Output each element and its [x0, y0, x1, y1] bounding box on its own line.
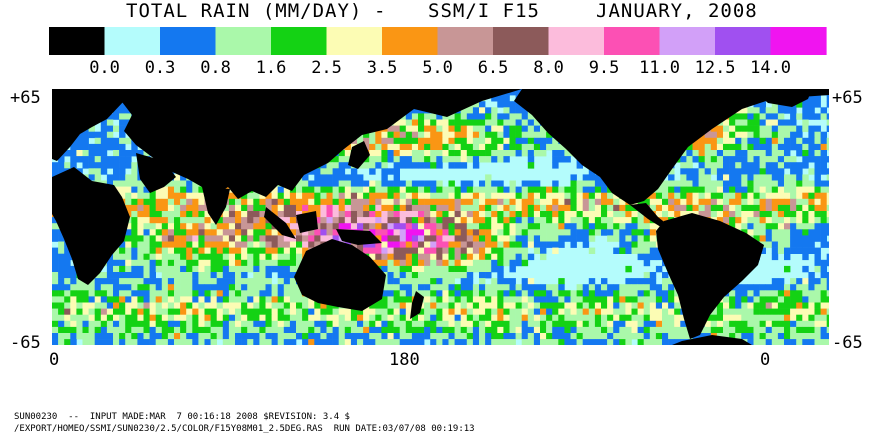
legend-swatch [382, 27, 439, 55]
antarctic-landmass [672, 335, 752, 345]
africa-landmass [52, 167, 130, 285]
rainfall-map [52, 89, 829, 345]
legend-swatch [326, 27, 383, 55]
legend-tick-label: 11.0 [639, 58, 681, 78]
title-dash: - [374, 0, 387, 22]
legend-tick-label: 0.3 [144, 58, 176, 78]
central-america-landmass [630, 203, 668, 229]
legend-swatch [770, 27, 827, 55]
legend-tick-label: 5.0 [422, 58, 453, 78]
legend-swatches [49, 27, 827, 55]
footer-line-2: /EXPORT/HOMEO/SSMI/SUN0230/2.5/COLOR/F15… [14, 424, 475, 434]
europe-africa-landmass [52, 89, 124, 161]
greenland-landmass [752, 89, 812, 107]
sumatra-landmass [264, 207, 296, 239]
legend-swatch [604, 27, 661, 55]
legend-tick-label: 6.5 [477, 58, 509, 78]
borneo-landmass [296, 211, 318, 233]
australia-landmass [294, 239, 386, 311]
eurasia-landmass [112, 89, 522, 199]
footer-metadata: SUN00230 -- INPUT MADE:MAR 7 00:16:18 20… [14, 411, 475, 435]
lat-label-top-right: +65 [832, 88, 863, 108]
title-variable: TOTAL RAIN (MM/DAY) [126, 0, 363, 22]
lat-label-bottom-left: -65 [10, 333, 41, 353]
legend-tick-label: 14.0 [750, 58, 792, 78]
footer-line-1: SUN00230 -- INPUT MADE:MAR 7 00:16:18 20… [14, 412, 350, 422]
legend-tick-label: 2.5 [311, 58, 342, 78]
legend-swatch [493, 27, 550, 55]
title-sensor: SSM/I F15 [428, 0, 540, 22]
color-legend: 0.0 0.3 0.8 1.6 2.5 3.5 5.0 6.5 8.0 9.5 11.0 12.5 14… [0, 0, 880, 80]
legend-swatch [104, 27, 161, 55]
land-masks [52, 89, 829, 345]
lon-label-180: 180 [389, 350, 420, 370]
legend-tick-label: 1.6 [255, 58, 287, 78]
south-america-landmass [656, 213, 764, 339]
legend-swatch [160, 27, 217, 55]
legend-swatch [49, 27, 106, 55]
legend-tick-label: 9.5 [588, 58, 620, 78]
lon-label-0-west: 0 [49, 350, 60, 370]
legend-swatch [548, 27, 605, 55]
title-period: JANUARY, 2008 [596, 0, 758, 22]
new-guinea-landmass [336, 229, 382, 245]
legend-swatch [715, 27, 772, 55]
legend-swatch [437, 27, 494, 55]
north-america-landmass [514, 89, 829, 205]
legend-tick-label: 0.8 [200, 58, 231, 78]
legend-tick-label: 3.5 [366, 58, 398, 78]
legend-swatch [215, 27, 272, 55]
india-landmass [202, 187, 230, 225]
new-zealand-landmass [410, 291, 424, 319]
map-title: TOTAL RAIN (MM/DAY) - SSM/I F15 JANUARY,… [0, 0, 880, 22]
lat-label-top-left: +65 [10, 88, 41, 108]
legend-swatch [659, 27, 716, 55]
legend-tick-label: 8.0 [533, 58, 564, 78]
legend-swatch [271, 27, 328, 55]
legend-tick-label: 0.0 [89, 58, 120, 78]
lon-label-0-east: 0 [760, 350, 771, 370]
lat-label-bottom-right: -65 [832, 333, 863, 353]
japan-landmass [348, 141, 370, 169]
arabia-landmass [136, 153, 176, 193]
legend-tick-label: 12.5 [694, 58, 736, 78]
